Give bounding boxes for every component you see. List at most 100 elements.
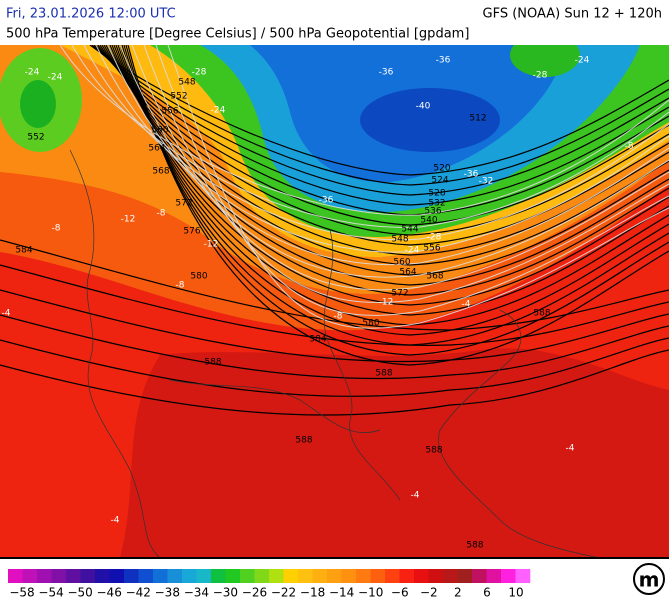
geopotential-contour xyxy=(103,45,669,246)
geopotential-label: 580 xyxy=(190,272,207,282)
colorbar-swatch xyxy=(428,569,444,583)
logo xyxy=(633,563,665,595)
colorbar-swatch xyxy=(472,569,487,583)
map-subtitle: 500 hPa Temperature [Degree Celsius] / 5… xyxy=(6,27,469,42)
geopotential-contour xyxy=(95,45,669,206)
colorbar-swatch xyxy=(109,569,125,583)
colorbar-label: −58 xyxy=(9,586,34,600)
temperature-contour xyxy=(107,45,669,266)
geopotential-contour xyxy=(111,45,669,286)
geopotential-label: 588 xyxy=(466,541,483,551)
temperature-label: -4 xyxy=(411,491,420,501)
temperature-label: -24 xyxy=(405,246,420,256)
colorbar-label: 6 xyxy=(483,586,491,600)
temperature-label: -36 xyxy=(379,68,394,78)
temperature-label: -4 xyxy=(2,309,11,319)
geopotential-label: 548 xyxy=(178,78,195,88)
geopotential-label: 524 xyxy=(431,176,448,186)
geopotential-label: 528 xyxy=(428,189,445,199)
colorbar-swatch xyxy=(486,569,502,583)
colorbar-swatch xyxy=(37,569,52,583)
model-label: GFS (NOAA) Sun 12 + 120h xyxy=(483,7,662,22)
geopotential-label: 568 xyxy=(426,272,443,282)
geopotential-label: 512 xyxy=(469,114,486,124)
geopotential-contour xyxy=(117,45,669,316)
colorbar-swatch xyxy=(457,569,473,583)
geopotential-label: 560 xyxy=(151,126,168,136)
geopotential-contour xyxy=(113,45,669,296)
temp-field xyxy=(120,348,669,558)
contour-labels: 5485525565605645685725765805845805885885… xyxy=(2,56,634,551)
geopotential-contour xyxy=(115,45,669,306)
colorbar-label: −54 xyxy=(38,586,63,600)
geopotential-contour xyxy=(0,289,669,363)
geopotential-label: 580 xyxy=(362,319,379,329)
temperature-label: -24 xyxy=(25,68,40,78)
geopotential-label: 568 xyxy=(152,167,169,177)
geopotential-label: 556 xyxy=(161,107,178,117)
colorbar-swatch xyxy=(341,569,357,583)
geopotential-label: 552 xyxy=(170,92,187,102)
geopotential-contour xyxy=(127,45,669,366)
geopotential-label: 584 xyxy=(15,246,32,256)
geopotential-contour xyxy=(91,45,669,186)
contour-lines xyxy=(0,45,669,416)
colorbar-swatch xyxy=(356,569,371,583)
geopotential-label: 564 xyxy=(399,268,416,278)
geopotential-contour xyxy=(109,45,669,276)
colorbar-swatch xyxy=(254,569,270,583)
temperature-label: -32 xyxy=(479,177,494,187)
colorbar-swatch xyxy=(298,569,313,583)
colorbar-swatch xyxy=(22,569,38,583)
logo-text: m xyxy=(639,568,660,592)
temperature-label: -24 xyxy=(211,106,226,116)
colorbar-swatch xyxy=(8,569,23,583)
geopotential-contour xyxy=(119,45,669,326)
colorbar-label: −38 xyxy=(155,586,180,600)
geopotential-label: 572 xyxy=(391,289,408,299)
temperature-label: -8 xyxy=(157,209,166,219)
colorbar-label: −46 xyxy=(97,586,122,600)
temperature-label: -24 xyxy=(575,56,590,66)
geopotential-label: 520 xyxy=(433,164,450,174)
colorbar-label: −22 xyxy=(271,586,296,600)
map-area: 5485525565605645685725765805845805885885… xyxy=(0,45,669,558)
date-label: Fri, 23.01.2026 12:00 UTC xyxy=(6,7,176,22)
colorbar-label: −2 xyxy=(420,586,438,600)
colorbar-label: 10 xyxy=(508,586,523,600)
temperature-contour xyxy=(95,45,669,253)
temperature-label: -8 xyxy=(625,142,634,152)
temperature-label: -4 xyxy=(566,444,575,454)
temperature-contour xyxy=(155,45,669,316)
colorbar-swatch xyxy=(501,569,516,583)
colorbar-swatch xyxy=(385,569,400,583)
geopotential-contour xyxy=(125,45,669,356)
temperature-label: -24 xyxy=(48,73,63,83)
colorbar-swatch xyxy=(312,569,328,583)
geopotential-contour xyxy=(99,45,669,226)
geopotential-label: 584 xyxy=(309,335,326,345)
colorbar-label: −30 xyxy=(213,586,238,600)
colorbar-label: −34 xyxy=(184,586,209,600)
geopotential-label: 588 xyxy=(425,446,442,456)
geopotential-label: 588 xyxy=(204,358,221,368)
geopotential-label: 532 xyxy=(428,199,445,209)
colorbar-label: −42 xyxy=(126,586,151,600)
geopotential-contour xyxy=(123,45,669,346)
colorbar-swatch xyxy=(167,569,183,583)
colorbar-swatch xyxy=(327,569,342,583)
temperature-contour xyxy=(119,45,669,278)
geopotential-label: 572 xyxy=(175,199,192,209)
temperature-label: -4 xyxy=(462,300,471,310)
temperature-contour xyxy=(83,45,669,241)
coastlines xyxy=(69,149,601,558)
geopotential-contour xyxy=(121,45,669,336)
colorbar-label: 2 xyxy=(454,586,462,600)
temperature-contour xyxy=(143,45,669,304)
temperature-label: -36 xyxy=(436,56,451,66)
temperature-contour xyxy=(131,45,669,291)
geopotential-label: 552 xyxy=(27,133,44,143)
geopotential-label: 560 xyxy=(393,258,410,268)
temperature-label: -12 xyxy=(121,215,136,225)
